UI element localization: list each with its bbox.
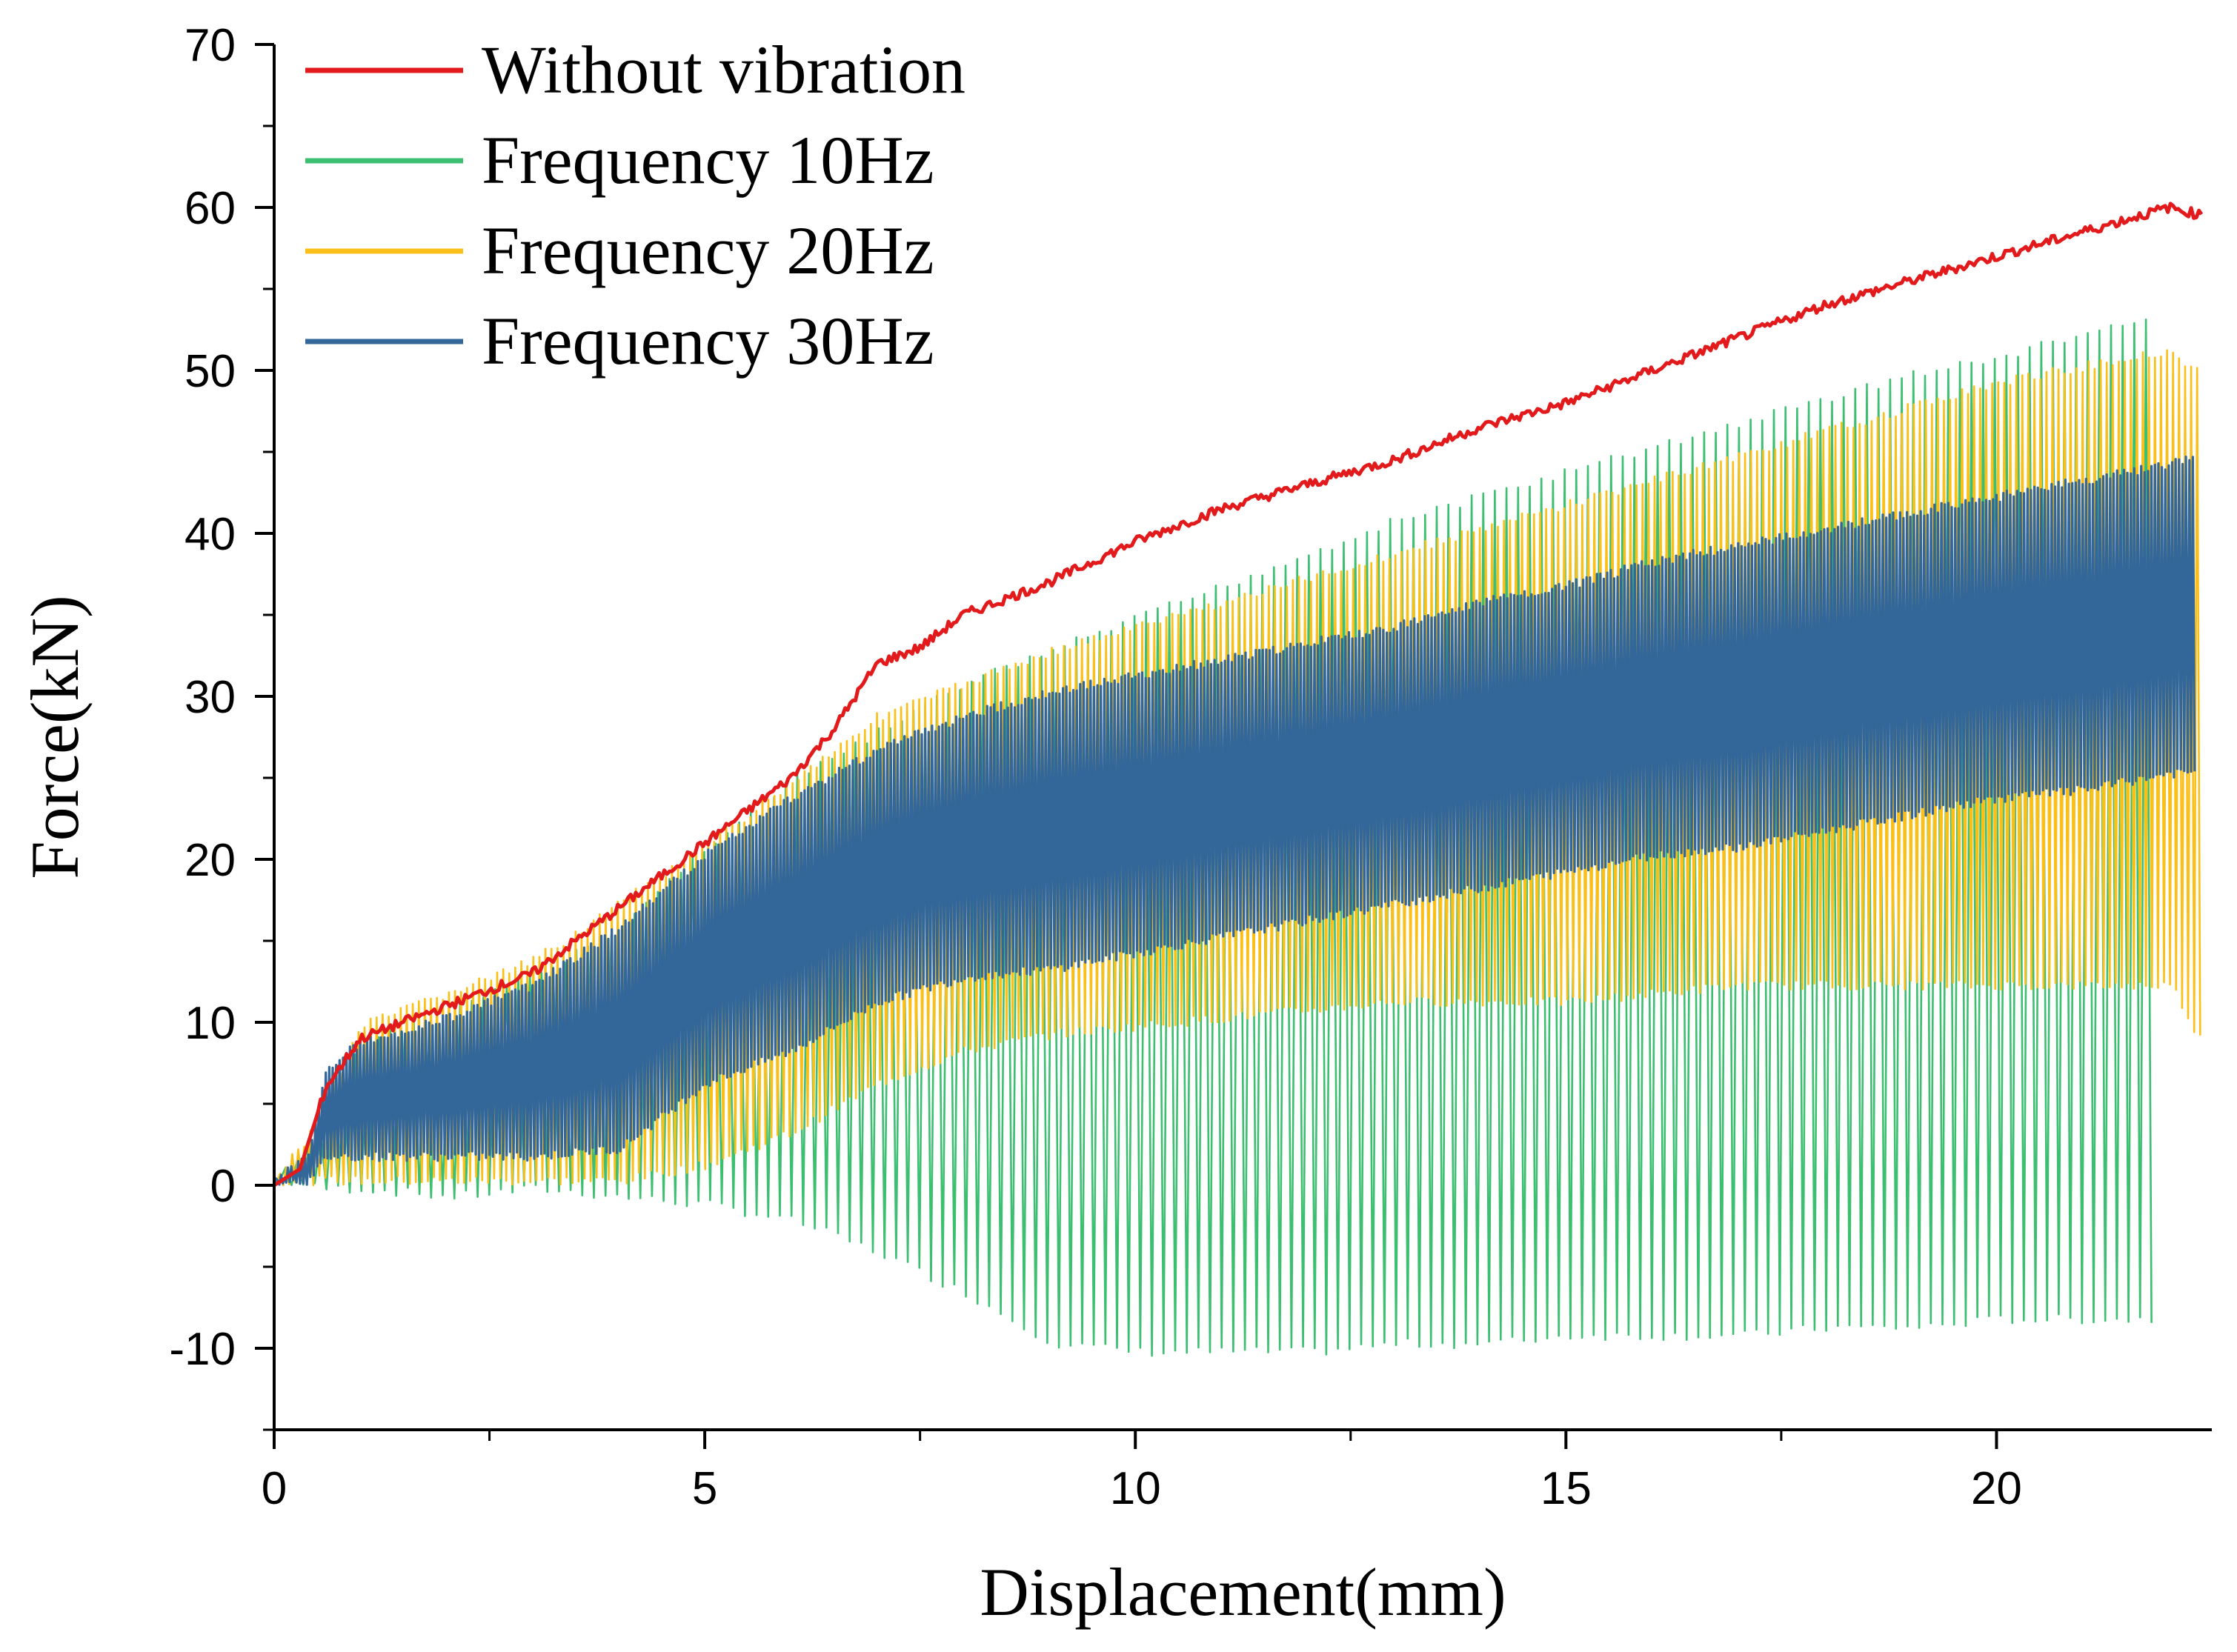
y-tick-label: 10	[185, 998, 236, 1049]
x-tick-label: 15	[1540, 1463, 1592, 1514]
y-tick-label: 50	[185, 346, 236, 397]
y-tick-label: 60	[185, 183, 236, 234]
y-tick-label: 30	[185, 672, 236, 723]
x-tick-label: 5	[692, 1463, 717, 1514]
legend: Without vibration Frequency 10Hz Frequency…	[305, 32, 965, 379]
x-axis-title: Displacement(mm)	[980, 1554, 1506, 1630]
x-tick-label: 10	[1110, 1463, 1161, 1514]
x-tick-label: 20	[1971, 1463, 2022, 1514]
y-axis-title: Force(kN)	[17, 595, 93, 879]
legend-label: Without vibration	[482, 32, 965, 107]
legend-label: Frequency 20Hz	[482, 213, 934, 288]
y-tick-label: 70	[185, 20, 236, 71]
y-tick-label: 20	[185, 835, 236, 886]
y-tick-label: -10	[169, 1324, 236, 1375]
legend-item-frequency-10hz: Frequency 10Hz	[305, 122, 934, 198]
legend-item-frequency-30hz: Frequency 30Hz	[305, 303, 934, 379]
x-tick-label: 0	[262, 1463, 287, 1514]
legend-item-frequency-20hz: Frequency 20Hz	[305, 213, 934, 288]
legend-label: Frequency 10Hz	[482, 122, 934, 198]
legend-item-without-vibration: Without vibration	[305, 32, 965, 107]
y-tick-label: 40	[185, 509, 236, 560]
y-tick-label: 0	[210, 1161, 236, 1212]
legend-label: Frequency 30Hz	[482, 303, 934, 379]
